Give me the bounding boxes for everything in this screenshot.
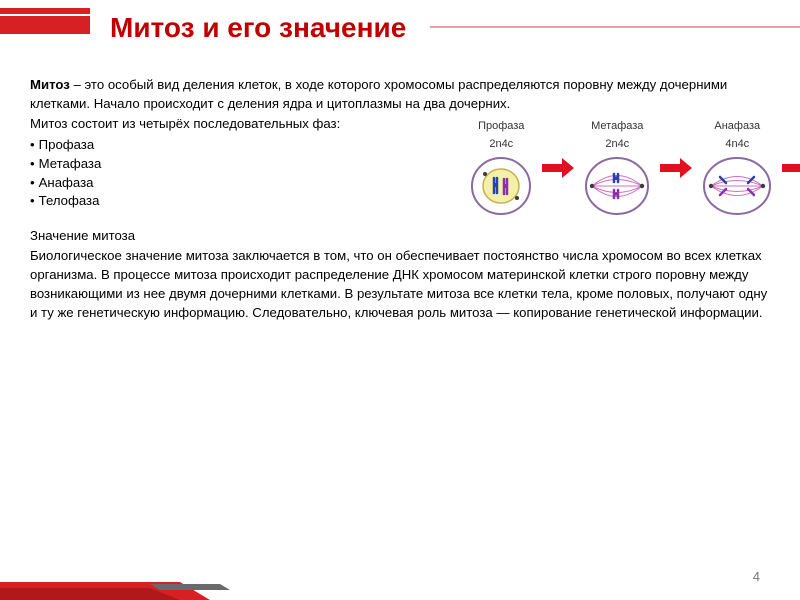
phases-intro: Митоз состоит из четырёх последовательны… xyxy=(30,115,340,134)
accent-block-left xyxy=(0,16,90,34)
phase-item: Анафаза xyxy=(30,174,340,193)
cell-label: Профаза xyxy=(478,119,524,135)
phase-item: Телофаза xyxy=(30,192,340,211)
header: Митоз и его значение xyxy=(0,0,800,56)
footer-accent-shape xyxy=(0,570,230,600)
phases-list: Профаза Метафаза Анафаза Телофаза xyxy=(30,136,340,211)
intro-paragraph: Митоз – это особый вид деления клеток, в… xyxy=(30,76,770,113)
cell-icon-anaphase xyxy=(702,155,772,217)
page-number: 4 xyxy=(753,569,760,584)
content-area: Митоз – это особый вид деления клеток, в… xyxy=(0,56,800,334)
significance-title: Значение митоза xyxy=(30,227,770,246)
arrow-icon xyxy=(658,156,694,180)
accent-line-right xyxy=(430,26,800,28)
cell-anaphase: Анафаза 4n4c xyxy=(702,119,772,216)
significance-body: Биологическое значение митоза заключаетс… xyxy=(30,247,770,322)
phase-item: Метафаза xyxy=(30,155,340,174)
cell-icon-prophase xyxy=(470,155,532,217)
cell-prophase: Профаза 2n4c xyxy=(470,119,532,216)
title-wrap: Митоз и его значение xyxy=(110,12,406,44)
mitosis-diagram: Профаза 2n4c Метафаза 2n xyxy=(470,119,800,216)
cell-formula: 4n4c xyxy=(725,137,749,153)
arrow-icon xyxy=(540,156,576,180)
cell-formula: 2n4c xyxy=(605,137,629,153)
cell-icon-metaphase xyxy=(584,155,650,217)
cell-label: Метафаза xyxy=(591,119,643,135)
intro-term: Митоз xyxy=(30,77,70,92)
page-title: Митоз и его значение xyxy=(110,12,406,44)
cell-metaphase: Метафаза 2n4c xyxy=(584,119,650,216)
intro-rest: – это особый вид деления клеток, в ходе … xyxy=(30,77,727,111)
cell-label: Анафаза xyxy=(714,119,760,135)
phase-item: Профаза xyxy=(30,136,340,155)
cell-formula: 2n4c xyxy=(489,137,513,153)
arrow-icon xyxy=(780,156,800,180)
